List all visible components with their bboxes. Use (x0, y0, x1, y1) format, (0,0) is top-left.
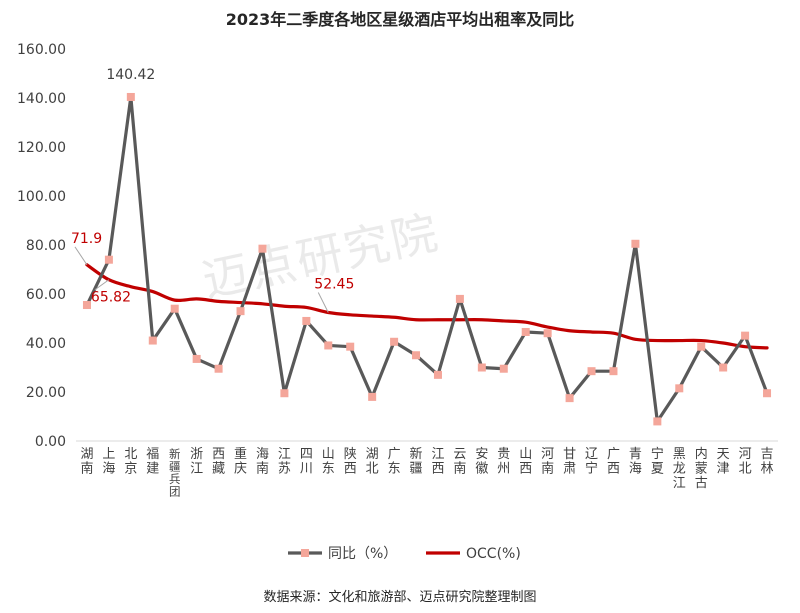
x-tick-label: 四川 (300, 447, 313, 477)
x-tick-label: 天津 (717, 447, 730, 477)
x-tick-label: 陕西 (344, 447, 357, 477)
x-tick-label: 辽宁 (585, 447, 598, 477)
x-tick-label: 江苏 (278, 447, 291, 477)
y-tick-label: 20.00 (26, 385, 66, 401)
x-tick-label: 贵州 (497, 447, 510, 477)
data-point-marker (390, 337, 399, 346)
x-tick-label: 广东 (388, 447, 401, 477)
x-tick-label: 黑龙江 (673, 447, 686, 491)
data-point-marker (763, 389, 772, 398)
x-tick-label: 西藏 (212, 447, 225, 477)
data-point-marker (280, 389, 289, 398)
x-tick-label: 重庆 (234, 446, 247, 477)
x-tick-label: 上海 (102, 447, 115, 477)
x-tick-label: 安徽 (475, 447, 488, 477)
x-tick-label: 江西 (431, 447, 444, 477)
data-point-marker (521, 327, 530, 336)
x-tick-label: 新疆兵团 (169, 447, 181, 499)
x-tick-label: 山东 (322, 447, 335, 477)
y-tick-label: 140.00 (17, 91, 66, 107)
x-tick-label: 广西 (607, 447, 620, 477)
series-line-yoy (85, 95, 769, 423)
legend-label-occ: OCC(%) (466, 546, 521, 562)
data-point-marker (412, 351, 421, 360)
source-note: 数据来源：文化和旅游部、迈点研究院整理制图 (263, 590, 537, 605)
data-point-marker (741, 331, 750, 340)
data-point-marker (587, 367, 596, 376)
data-point-marker (126, 92, 135, 101)
data-point-marker (170, 304, 179, 313)
data-point-marker (346, 342, 355, 351)
data-point-marker (433, 370, 442, 379)
data-point-marker (697, 342, 706, 351)
y-tick-label: 80.00 (26, 238, 66, 254)
data-point-marker (82, 301, 91, 310)
x-tick-label: 山西 (519, 447, 532, 477)
x-tick-label: 内蒙古 (695, 446, 708, 491)
data-point-marker (653, 417, 662, 426)
x-tick-label: 浙江 (190, 447, 203, 477)
data-label-leader (74, 246, 88, 266)
data-point-marker (258, 244, 267, 253)
data-point-marker (675, 384, 684, 393)
x-tick-label: 青海 (629, 447, 642, 477)
data-point-marker (104, 255, 113, 264)
data-point-marker (719, 363, 728, 372)
chart-title: 2023年二季度各地区星级酒店平均出租率及同比 (225, 10, 575, 29)
x-tick-label: 湖南 (80, 447, 93, 477)
data-point-marker (543, 329, 552, 338)
data-point-marker (455, 294, 464, 303)
data-point-marker (324, 341, 333, 350)
x-tick-label: 河南 (541, 447, 554, 477)
y-tick-label: 120.00 (17, 140, 66, 156)
series-line-occ (85, 263, 769, 350)
x-tick-label: 甘肃 (563, 447, 576, 477)
data-point-marker (565, 394, 574, 403)
x-tick-label: 湖北 (366, 447, 379, 477)
data-label-leader (317, 292, 329, 313)
data-point-marker (214, 364, 223, 373)
data-label: 140.42 (106, 67, 155, 83)
y-tick-label: 100.00 (17, 189, 66, 205)
data-point-marker (631, 239, 640, 248)
data-point-marker (499, 364, 508, 373)
y-tick-label: 160.00 (17, 42, 66, 58)
y-tick-label: 0.00 (35, 434, 66, 450)
y-tick-label: 40.00 (26, 336, 66, 352)
data-label-leader (94, 279, 110, 291)
x-tick-label: 宁夏 (651, 446, 664, 477)
x-tick-label: 云南 (453, 447, 466, 477)
data-label: 52.45 (314, 276, 354, 292)
data-label: 71.9 (71, 231, 102, 247)
data-point-marker (302, 316, 311, 325)
legend-swatch-yoy-marker (301, 549, 309, 557)
data-point-marker (477, 363, 486, 372)
x-tick-label: 北京 (124, 447, 137, 477)
data-point-marker (192, 354, 201, 363)
legend-label-yoy: 同比（%） (328, 546, 397, 562)
x-tick-label: 吉林 (761, 447, 774, 477)
x-tick-label: 海南 (256, 447, 269, 477)
y-tick-label: 60.00 (26, 287, 66, 303)
data-point-marker (236, 307, 245, 316)
data-point-marker (609, 367, 618, 376)
data-label: 65.82 (91, 290, 131, 306)
x-tick-label: 河北 (739, 447, 752, 477)
x-tick-label: 新疆 (410, 446, 423, 477)
data-point-marker (148, 336, 157, 345)
data-point-marker (368, 392, 377, 401)
x-tick-label: 福建 (146, 447, 159, 477)
